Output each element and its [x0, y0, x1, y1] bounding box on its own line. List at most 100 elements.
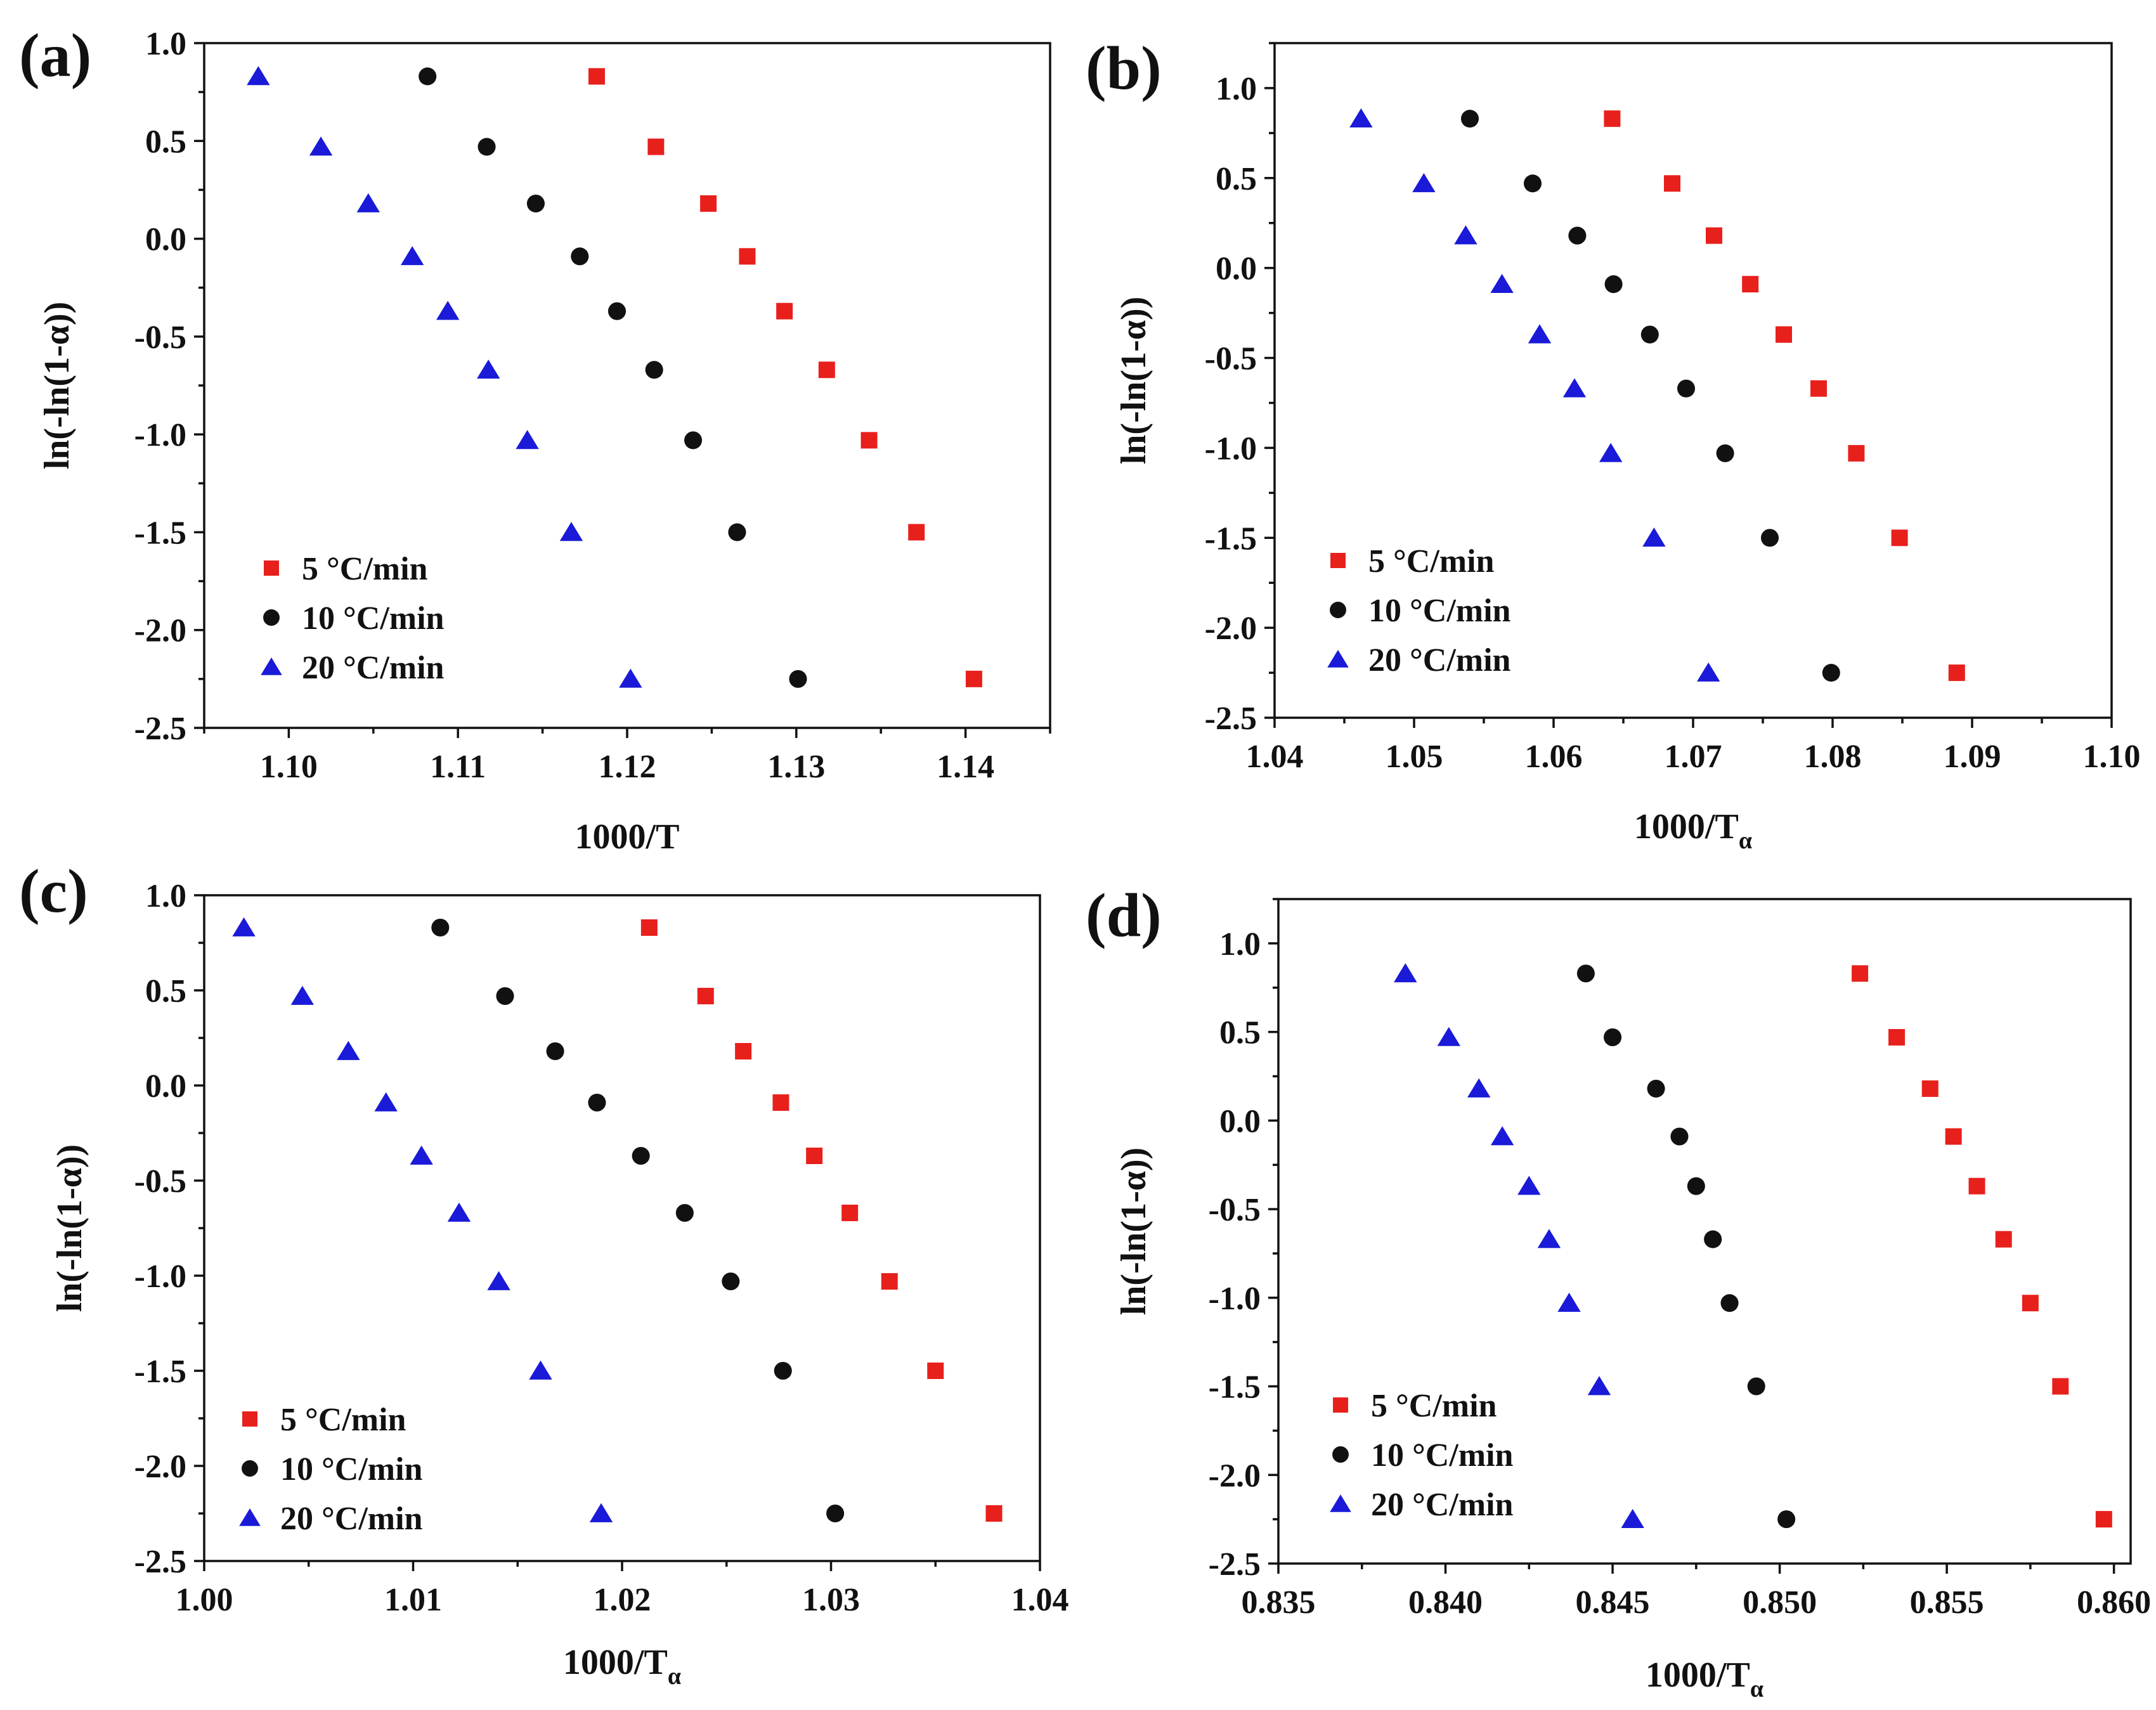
data-point [1528, 324, 1552, 344]
data-point [487, 1271, 510, 1290]
data-point [559, 522, 583, 541]
data-point [776, 302, 793, 320]
x-axis-title: 1000/Tα [1634, 807, 1752, 854]
legend-marker [1330, 553, 1346, 568]
x-tick-label: 1.08 [1804, 739, 1862, 775]
y-axis-title: ln(-ln(1-α)) [37, 302, 77, 470]
data-point [1604, 275, 1623, 294]
y-tick-label: -2.0 [1209, 1458, 1261, 1494]
y-tick-label: 1.0 [145, 878, 186, 914]
data-point [1888, 1028, 1906, 1046]
legend-label: 10 °C/min [1368, 593, 1511, 629]
data-point [645, 361, 663, 379]
x-axis-title-main: 1000/T [563, 1643, 668, 1682]
legend-marker [264, 560, 279, 576]
data-point [1822, 664, 1840, 682]
data-point [1852, 965, 1869, 982]
x-tick-label: 1.14 [937, 749, 994, 785]
y-tick-label: -2.5 [134, 711, 186, 747]
legend: 5 °C/min 10 °C/min 20 °C/min [1327, 543, 1511, 678]
data-point [400, 246, 424, 266]
series-triangle [232, 917, 613, 1522]
x-axis-title-main: 1000/T [1634, 807, 1739, 846]
data-point [1891, 529, 1908, 547]
x-axis-title-main: 1000/T [1646, 1655, 1750, 1695]
legend-label: 10 °C/min [1371, 1437, 1514, 1474]
y-axis-title: ln(-ln(1-α)) [50, 1144, 89, 1312]
x-axis-title: 1000/T [575, 817, 680, 857]
x-axis-title: 1000/Tα [563, 1643, 681, 1690]
data-point [374, 1092, 398, 1111]
y-tick-label: -2.5 [1209, 1546, 1261, 1583]
data-point [1568, 226, 1587, 245]
y-tick-label: -2.5 [134, 1544, 186, 1580]
x-tick-label: 1.10 [2083, 739, 2141, 775]
data-point [1490, 273, 1514, 294]
y-tick-label: 0.5 [1216, 161, 1257, 197]
data-point [728, 523, 746, 541]
data-point [2095, 1511, 2112, 1528]
data-point [1687, 1177, 1705, 1195]
y-tick-label: 0.0 [1216, 251, 1257, 287]
data-point [632, 1146, 650, 1165]
y-tick-label: 0.0 [1219, 1103, 1261, 1139]
data-point [571, 247, 589, 266]
data-point [1945, 1128, 1962, 1145]
y-tick-label: 1.0 [1219, 926, 1261, 962]
chart-panel: (d) 0.835 0.840 0.845 0.850 0.855 0.860 -2.5 -2.… [1086, 881, 2151, 1702]
data-point [1968, 1177, 1985, 1195]
series-circle [419, 67, 807, 688]
legend-label: 10 °C/min [302, 600, 445, 637]
data-point [1706, 227, 1722, 244]
data-point [860, 432, 878, 449]
data-point [1642, 528, 1666, 547]
data-point [1677, 379, 1696, 398]
data-point [1523, 174, 1542, 193]
series-square [640, 919, 1003, 1522]
data-point [697, 988, 714, 1004]
legend: 5 °C/min 10 °C/min 20 °C/min [261, 551, 445, 686]
data-point [1557, 1292, 1581, 1312]
chart-panel: (b) 1.04 1.05 1.06 1.07 1.08 1.09 1.10 -2.5 -2.0 -… [1086, 34, 2141, 854]
series-circle [431, 918, 845, 1523]
x-tick-label: 0.835 [1242, 1584, 1316, 1621]
data-point [1640, 325, 1659, 344]
legend-label: 20 °C/min [280, 1501, 423, 1537]
legend-label: 20 °C/min [1368, 642, 1511, 678]
data-point [826, 1504, 845, 1523]
x-axis-title-subscript: α [1750, 1676, 1763, 1702]
data-point [619, 668, 642, 688]
data-point [1537, 1229, 1561, 1248]
y-tick-label: 0.0 [145, 1068, 186, 1104]
data-point [607, 302, 627, 320]
data-point [588, 68, 605, 85]
data-point [436, 301, 460, 320]
x-tick-label: 0.860 [2077, 1584, 2151, 1621]
y-tick-label: 0.0 [145, 222, 186, 258]
data-point [1562, 378, 1587, 398]
series-circle [1460, 110, 1840, 682]
data-point [1720, 1294, 1739, 1312]
data-point [1599, 443, 1623, 462]
y-tick-label: 0.5 [1219, 1015, 1261, 1051]
data-point [908, 524, 925, 541]
data-point [546, 1042, 564, 1061]
y-tick-label: -2.5 [1205, 701, 1257, 737]
data-point [1604, 110, 1621, 127]
data-point [1747, 1377, 1765, 1396]
x-tick-label: 1.03 [802, 1582, 860, 1618]
y-tick-label: -1.0 [134, 417, 186, 453]
legend-marker [1330, 602, 1346, 618]
y-tick-label: -2.0 [134, 1449, 186, 1485]
legend-marker [239, 1508, 261, 1526]
data-point [337, 1040, 360, 1060]
y-tick-label: -0.5 [134, 320, 186, 356]
y-tick-label: -2.0 [134, 613, 186, 649]
x-axis-title-main: 1000/T [575, 817, 680, 857]
legend-marker [261, 657, 282, 675]
x-tick-label: 1.13 [767, 749, 825, 785]
data-point [647, 138, 665, 155]
data-point [1760, 529, 1779, 547]
data-point [410, 1145, 433, 1165]
x-axis-title: 1000/Tα [1646, 1655, 1763, 1702]
